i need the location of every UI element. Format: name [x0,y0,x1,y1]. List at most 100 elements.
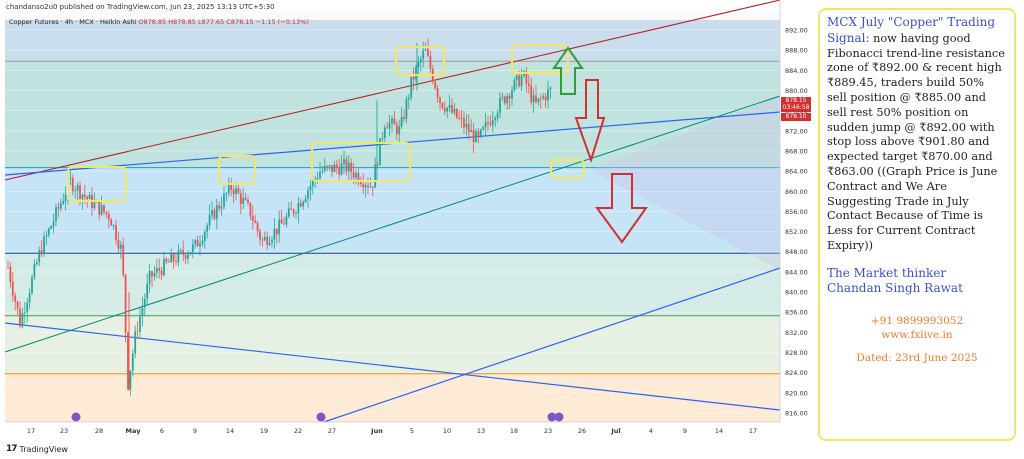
candle-body [321,170,324,172]
time-tick-label: 9 [193,427,197,435]
candle-body [487,122,489,124]
candle-body [285,216,288,225]
time-tick-label: 10 [443,427,451,435]
candle-body [35,262,38,265]
candle-body [184,255,187,259]
candle-body [544,96,547,101]
price-tick-label: 820.00 [785,389,808,397]
chart-area[interactable]: 816.00 820.00 824.00 828.00 832.00 836.00 840.… [0,0,812,459]
symbol-legend[interactable]: Copper Futures · 4h · MCX · Heikin Ashi … [9,18,309,26]
candle-body [345,159,348,172]
dated-line: Dated: 23rd June 2025 [856,351,978,364]
website-link[interactable]: www.fxlive.in [881,328,953,341]
candle-body [352,171,355,178]
price-tick-label: 852.00 [785,228,808,236]
candle-body [112,225,115,226]
candle-body [455,108,458,118]
candle-body [448,105,451,108]
candle-body [357,172,360,183]
time-tick-label: 14 [226,427,234,435]
price-tick-label: 856.00 [785,208,808,216]
candle-body [518,75,521,87]
candle-body [530,85,533,103]
tradingview-logo-icon: 17 [6,444,17,454]
candle-body [266,236,269,245]
candle-body [11,281,14,296]
time-tick-label: 18 [510,427,518,435]
candle-body [122,244,125,275]
candle-body [482,127,485,130]
candle-body [494,117,497,121]
candle-body [489,123,492,125]
time-tick-label: 19 [260,427,268,435]
candle-body [511,90,513,99]
candle-body [148,271,151,284]
price-chart[interactable]: 816.00 820.00 824.00 828.00 832.00 836.00 840.… [0,0,812,459]
fib-band [5,253,780,316]
candle-body [103,205,105,213]
time-axis [0,422,780,459]
candle-body [136,331,139,333]
candle-body [40,250,43,255]
candle-body [23,312,26,313]
candle-body [302,201,305,207]
candle-body [163,258,165,275]
candle-body [129,370,132,390]
rising-trendline [317,267,781,425]
candle-body [359,182,362,185]
event-marker-icon [554,412,564,422]
price-tick-label: 824.00 [785,369,808,377]
candle-body [398,126,401,135]
candle-body [309,186,312,191]
candle-body [304,198,307,202]
price-tick-label: 844.00 [785,268,808,276]
candle-body [230,183,233,190]
candle-body [395,124,398,135]
candle-body [376,164,379,166]
candle-body [172,254,175,262]
candle-body [441,102,444,108]
candle-body [515,75,518,80]
candle-body [371,186,374,188]
tradingview-logo[interactable]: 17 TradingView [6,444,68,454]
candle-body [297,202,300,214]
candle-body [208,215,211,226]
candle-body [499,97,501,113]
candle-body [323,165,326,171]
candle-body [69,177,72,179]
candle-body [287,208,290,217]
candle-body [182,250,185,256]
author-line-2: Chandan Singh Rawat [827,280,963,295]
candle-body [76,185,79,191]
candle-body [367,185,369,188]
candle-body [405,99,408,119]
candle-body [175,261,177,263]
candle-body [213,209,216,219]
time-tick-label: 6 [160,427,164,435]
price-tick-label: 880.00 [785,87,808,95]
candle-body [539,98,542,100]
author-block: The Market thinker Chandan Singh Rawat [827,266,1007,296]
candle-body [542,96,545,99]
candle-body [31,277,33,294]
price-tick-label: 832.00 [785,329,808,337]
candle-body [508,95,511,99]
candle-body [362,184,365,188]
candle-body [124,274,127,333]
candle-body [52,221,55,227]
candle-body [215,205,218,219]
candle-body [9,267,12,282]
candle-body [415,67,417,80]
price-tick-label: 884.00 [785,67,808,75]
projection-zone [590,96,780,270]
candle-body [503,96,506,104]
candle-body [290,208,293,210]
ohlc-values: O878.85 H878.85 L877.65 C878.15 −1.15 (−… [138,18,309,26]
candle-body [26,302,29,313]
contact-block: +91 9899993052 www.fxlive.in [827,314,1007,342]
candle-body [501,96,504,98]
buy-arrow-icon [552,46,584,95]
channel-bottom-line [4,95,781,353]
candle-body [283,223,285,225]
candle-body [520,75,523,87]
